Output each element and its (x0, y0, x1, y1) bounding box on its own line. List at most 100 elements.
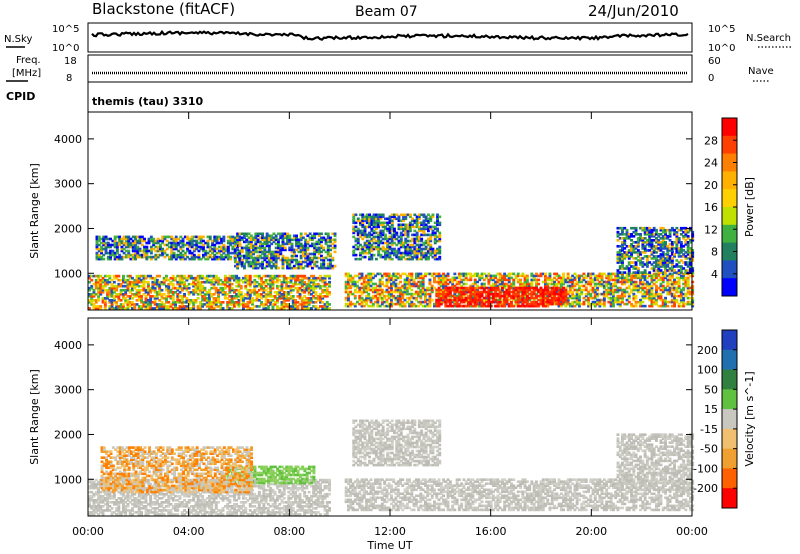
echo-cell (519, 296, 522, 300)
echo-cell (571, 286, 575, 290)
echo-cell (142, 303, 146, 306)
echo-cell (408, 278, 411, 282)
echo-cell (285, 286, 288, 290)
echo-cell (158, 299, 162, 302)
echo-cell (228, 295, 232, 298)
echo-cell (195, 255, 199, 259)
echo-cell (315, 256, 319, 260)
echo-cell (297, 250, 301, 254)
echo-cell (221, 286, 225, 290)
echo-cell (294, 303, 297, 306)
echo-cell (307, 278, 311, 282)
echo-cell (471, 282, 475, 286)
echo-cell (351, 280, 355, 284)
echo-cell (634, 282, 638, 286)
echo-cell (530, 296, 534, 300)
echo-cell (95, 251, 99, 255)
echo-cell (151, 307, 155, 310)
echo-cell (369, 278, 373, 282)
echo-cell (283, 256, 287, 260)
echo-cell (112, 286, 116, 290)
echo-cell (555, 296, 559, 300)
echo-cell (249, 234, 253, 238)
echo-cell (172, 255, 176, 259)
echo-cell (363, 235, 367, 239)
echo-cell (451, 288, 455, 292)
echo-cell (460, 300, 464, 304)
echo-cell (541, 272, 545, 276)
echo-cell (329, 236, 332, 240)
echo-cell (396, 276, 400, 280)
echo-cell (609, 302, 613, 306)
echo-cell (305, 299, 309, 302)
echo-cell (115, 245, 119, 249)
echo-cell (260, 276, 263, 280)
echo-cell (498, 274, 502, 278)
echo-cell (92, 288, 96, 292)
echo-cell (308, 236, 312, 240)
echo-cell (496, 272, 500, 276)
echo-cell (135, 288, 139, 292)
echo-cell (199, 239, 203, 243)
echo-cell (315, 232, 319, 236)
echo-cell (482, 296, 486, 300)
echo-cell (304, 254, 308, 258)
echo-cell (131, 245, 135, 249)
echo-cell (326, 244, 330, 248)
echo-cell (153, 282, 157, 286)
echo-cell (249, 240, 253, 244)
echo-cell (677, 286, 681, 290)
echo-cell (296, 305, 300, 308)
echo-cell (124, 278, 128, 282)
echo-cell (607, 278, 611, 282)
echo-cell (612, 302, 615, 306)
echo-cell (308, 258, 312, 262)
echo-cell (245, 238, 249, 242)
echo-cell (202, 247, 205, 251)
echo-cell (435, 302, 439, 306)
echo-cell (525, 274, 529, 278)
echo-cell (383, 304, 387, 308)
echo-cell (557, 292, 561, 296)
echo-cell (299, 232, 303, 236)
echo-cell (424, 288, 427, 292)
echo-cell (144, 276, 148, 280)
echo-cell (323, 295, 327, 298)
echo-cell (178, 280, 182, 284)
echo-cell (97, 237, 101, 241)
echo-cell (144, 301, 148, 304)
echo-cell (614, 288, 618, 292)
echo-cell (161, 237, 165, 241)
echo-cell (133, 278, 137, 282)
echo-cell (145, 255, 149, 259)
echo-cell (489, 286, 493, 290)
echo-cell (285, 278, 288, 282)
echo-cell (294, 305, 297, 308)
echo-cell (417, 292, 421, 296)
echo-cell (487, 296, 491, 300)
echo-cell (274, 238, 278, 242)
echo-cell (174, 247, 178, 251)
echo-cell (131, 297, 134, 300)
echo-cell (144, 299, 148, 302)
echo-cell (261, 242, 264, 246)
echo-cell (539, 286, 543, 290)
echo-cell (236, 238, 240, 242)
echo-cell (673, 292, 676, 296)
echo-cell (252, 238, 255, 242)
echo-cell (525, 300, 529, 304)
echo-cell (280, 307, 284, 310)
echo-cell (614, 282, 618, 286)
echo-cell (564, 280, 568, 284)
echo-cell (206, 235, 210, 239)
echo-cell (140, 288, 143, 292)
echo-cell (376, 302, 380, 306)
echo-cell (197, 253, 201, 257)
echo-cell (439, 290, 443, 294)
echo-cell (230, 286, 234, 290)
echo-cell (596, 298, 599, 302)
echo-cell (237, 293, 241, 296)
echo-cell (115, 274, 119, 278)
echo-cell (263, 248, 267, 252)
echo-cell (670, 274, 674, 278)
